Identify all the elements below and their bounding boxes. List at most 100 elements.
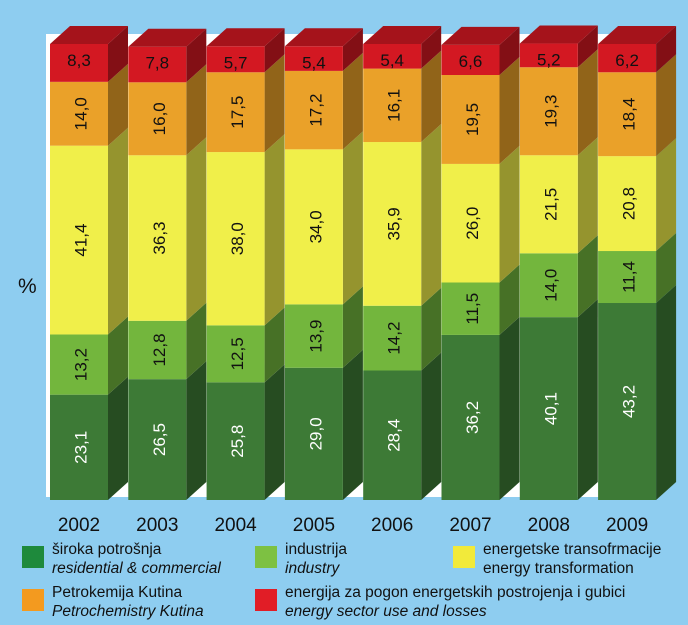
legend-label-en: Petrochemistry Kutina <box>52 603 204 620</box>
bar-segment <box>128 379 187 500</box>
bar-top <box>519 25 598 44</box>
legend-label: Petrokemija Kutina <box>52 584 183 601</box>
data-label: 29,0 <box>306 417 325 450</box>
bar-segment <box>519 67 578 156</box>
bar-stack-2008: 40,1 14,0 21,5 19,3 5,2 <box>519 25 598 500</box>
data-label: 17,5 <box>228 96 247 129</box>
data-label: 11,4 <box>620 261 639 293</box>
bar-side <box>264 28 285 73</box>
bar-segment <box>441 163 500 283</box>
bar-segment <box>206 72 265 153</box>
data-label: 26,5 <box>150 423 169 456</box>
bar-side <box>186 64 207 156</box>
bar-side <box>421 352 442 500</box>
x-tick-label: 2007 <box>449 515 491 536</box>
x-tick-label: 2003 <box>136 515 178 536</box>
bar-segment <box>206 152 265 326</box>
data-label: 6,2 <box>615 51 639 70</box>
bar-side <box>499 145 520 283</box>
bar-segment <box>50 394 108 500</box>
bar-segment <box>598 303 657 500</box>
bar-side <box>656 233 677 304</box>
data-label: 28,4 <box>385 419 404 452</box>
legend-swatch <box>453 546 475 568</box>
bar-side <box>186 137 207 321</box>
legend-swatch <box>22 589 44 611</box>
data-label: 13,2 <box>72 348 91 381</box>
legend-label: energetske transofrmacije <box>483 541 662 558</box>
x-tick-label: 2008 <box>528 515 570 536</box>
data-label: 12,5 <box>228 337 247 370</box>
bar-segment <box>598 156 657 252</box>
legend-label-en: residential & commercial <box>52 560 221 577</box>
bar-side <box>342 52 363 150</box>
data-label: 19,3 <box>541 95 560 128</box>
bar-side <box>656 138 677 252</box>
bar-top <box>363 26 442 44</box>
bar-side <box>264 307 285 383</box>
data-label: 14,2 <box>385 322 404 355</box>
bar-segment <box>441 44 500 76</box>
data-label: 5,2 <box>537 51 561 70</box>
legend-swatch <box>255 546 277 568</box>
data-label: 38,0 <box>228 222 247 255</box>
data-label: 21,5 <box>541 188 560 221</box>
bar-segment <box>284 304 343 368</box>
bar-side <box>577 25 598 68</box>
bar-top <box>128 28 207 47</box>
bar-top <box>598 26 677 44</box>
x-tick-label: 2009 <box>606 515 648 536</box>
legend-swatch <box>255 589 277 611</box>
bar-side <box>577 235 598 318</box>
bar-top <box>284 28 363 47</box>
data-label: 6,6 <box>459 52 483 71</box>
bar-side <box>499 26 520 76</box>
bar-stack-2003: 26,5 12,8 36,3 16,0 7,8 <box>128 28 207 500</box>
bar-segment <box>206 382 265 500</box>
data-label: 16,0 <box>150 102 169 135</box>
data-label: 36,2 <box>463 401 482 434</box>
x-tick-label: 2006 <box>371 515 413 536</box>
bar-top <box>50 26 128 44</box>
x-tick-label: 2002 <box>58 515 100 536</box>
bar-segment <box>598 251 657 304</box>
bar-side <box>342 286 363 368</box>
bar-stack-2007: 36,2 11,5 26,0 19,5 6,6 <box>441 26 520 500</box>
bar-side <box>577 299 598 500</box>
data-label: 16,1 <box>385 89 404 122</box>
bar-top <box>441 26 520 45</box>
bar-side <box>499 316 520 500</box>
data-label: 23,1 <box>72 431 91 464</box>
bar-stack-2009: 43,2 11,4 20,8 18,4 6,2 <box>598 26 677 500</box>
bar-stack-2006: 28,4 14,2 35,9 16,1 5,4 <box>363 26 442 500</box>
legend-label-en: energy sector use and losses <box>285 603 487 620</box>
data-label: 20,8 <box>620 187 639 220</box>
bar-segment <box>598 72 657 157</box>
data-label: 43,2 <box>620 385 639 418</box>
x-axis-tick-labels: 2002 2003 2004 2005 2006 2007 2008 2009 <box>58 515 648 536</box>
data-label: 18,4 <box>620 98 639 131</box>
bar-segment <box>284 70 343 150</box>
bar-segment <box>441 334 500 500</box>
bar-segment <box>128 155 187 321</box>
bar-segment <box>441 282 500 335</box>
data-label: 17,2 <box>306 94 325 127</box>
data-label: 41,4 <box>72 224 91 257</box>
bar-segment <box>363 305 422 371</box>
bar-side <box>186 361 207 500</box>
data-label: 35,9 <box>385 207 404 240</box>
bar-segment <box>128 82 187 156</box>
data-label: 5,7 <box>224 53 248 72</box>
legend-label: industrija <box>285 541 348 558</box>
data-label: 34,0 <box>306 210 325 243</box>
bar-side <box>656 26 677 73</box>
data-label: 5,4 <box>302 53 326 72</box>
bar-segment <box>363 44 422 69</box>
x-tick-label: 2005 <box>293 515 335 536</box>
bar-segment <box>284 367 343 500</box>
bar-side <box>342 28 363 71</box>
x-tick-label: 2004 <box>214 515 257 536</box>
bar-segment <box>363 370 422 500</box>
bar-side <box>656 285 677 500</box>
